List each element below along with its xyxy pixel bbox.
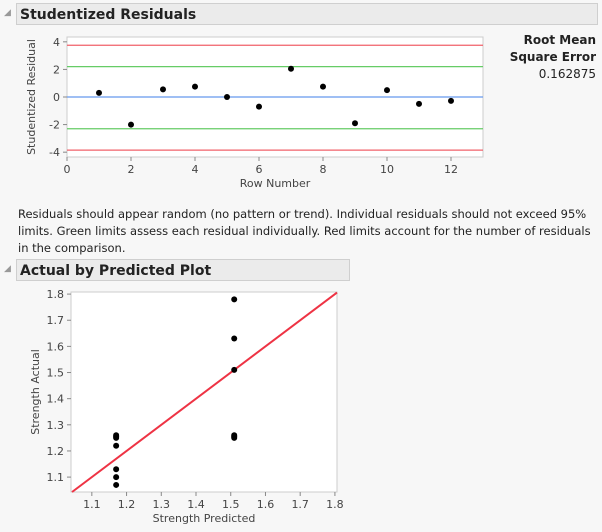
y-tick-label: 1.2 bbox=[47, 445, 65, 458]
data-point bbox=[448, 97, 454, 104]
rmse-value: 0.162875 bbox=[538, 67, 596, 81]
rmse-label-1: Root Mean bbox=[523, 33, 596, 47]
x-tick-label: 2 bbox=[128, 163, 135, 176]
x-tick-label: 1.3 bbox=[153, 498, 171, 511]
data-point bbox=[416, 100, 422, 107]
y-tick-label: 0 bbox=[53, 91, 60, 104]
data-point bbox=[231, 434, 238, 441]
data-point bbox=[113, 466, 120, 473]
y-axis-label: Strength Actual bbox=[29, 349, 42, 435]
data-point bbox=[160, 86, 166, 93]
data-point bbox=[320, 83, 326, 90]
y-tick-label: 1.3 bbox=[47, 419, 65, 432]
data-point bbox=[96, 89, 102, 96]
data-point bbox=[192, 83, 198, 90]
y-axis-label: Studentized Residual bbox=[25, 39, 38, 155]
x-tick-label: 1.2 bbox=[118, 498, 136, 511]
x-tick-label: 8 bbox=[320, 163, 327, 176]
x-axis-label: Strength Predicted bbox=[153, 512, 256, 525]
x-tick-label: 1.8 bbox=[326, 498, 344, 511]
y-tick-label: 1.8 bbox=[47, 288, 65, 301]
data-point bbox=[128, 121, 134, 128]
x-tick-label: 10 bbox=[380, 163, 394, 176]
y-tick-label: -4 bbox=[49, 146, 60, 159]
y-tick-label: 2 bbox=[53, 63, 60, 76]
data-point bbox=[384, 87, 390, 94]
y-tick-label: 1.1 bbox=[47, 471, 65, 484]
residuals-section-header[interactable]: Studentized Residuals bbox=[16, 3, 598, 25]
x-tick-label: 6 bbox=[256, 163, 263, 176]
x-tick-label: 12 bbox=[444, 163, 458, 176]
y-tick-label: -2 bbox=[49, 119, 60, 132]
x-tick-label: 1.4 bbox=[187, 498, 205, 511]
data-point bbox=[231, 296, 238, 303]
data-point bbox=[256, 103, 262, 110]
x-tick-label: 1.5 bbox=[222, 498, 240, 511]
fit-line bbox=[71, 291, 338, 493]
y-tick-label: 1.6 bbox=[47, 340, 65, 353]
data-point bbox=[113, 474, 120, 481]
data-point bbox=[113, 434, 120, 441]
x-axis-label: Row Number bbox=[240, 177, 311, 190]
y-tick-label: 1.7 bbox=[47, 314, 65, 327]
data-point bbox=[231, 366, 238, 373]
x-tick-label: 0 bbox=[64, 163, 71, 176]
x-tick-label: 1.7 bbox=[291, 498, 309, 511]
residuals-note: Residuals should appear random (no patte… bbox=[18, 207, 591, 255]
data-point bbox=[288, 65, 294, 72]
y-tick-label: 4 bbox=[53, 36, 60, 49]
collapse-triangle-icon[interactable]: ◢ bbox=[4, 264, 11, 274]
data-point bbox=[231, 335, 238, 342]
y-tick-label: 1.4 bbox=[47, 393, 65, 406]
x-tick-label: 4 bbox=[192, 163, 199, 176]
actual-predicted-section-header[interactable]: Actual by Predicted Plot bbox=[16, 259, 350, 281]
rmse-summary: Root Mean Square Error 0.162875 bbox=[510, 32, 596, 83]
rmse-label-2: Square Error bbox=[509, 50, 596, 64]
data-point bbox=[224, 94, 230, 100]
x-tick-label: 1.1 bbox=[83, 498, 101, 511]
data-point bbox=[113, 442, 120, 449]
data-point bbox=[113, 481, 120, 488]
data-point bbox=[352, 120, 358, 127]
collapse-triangle-icon[interactable]: ◢ bbox=[4, 8, 11, 18]
y-tick-label: 1.5 bbox=[47, 367, 65, 380]
x-tick-label: 1.6 bbox=[257, 498, 275, 511]
